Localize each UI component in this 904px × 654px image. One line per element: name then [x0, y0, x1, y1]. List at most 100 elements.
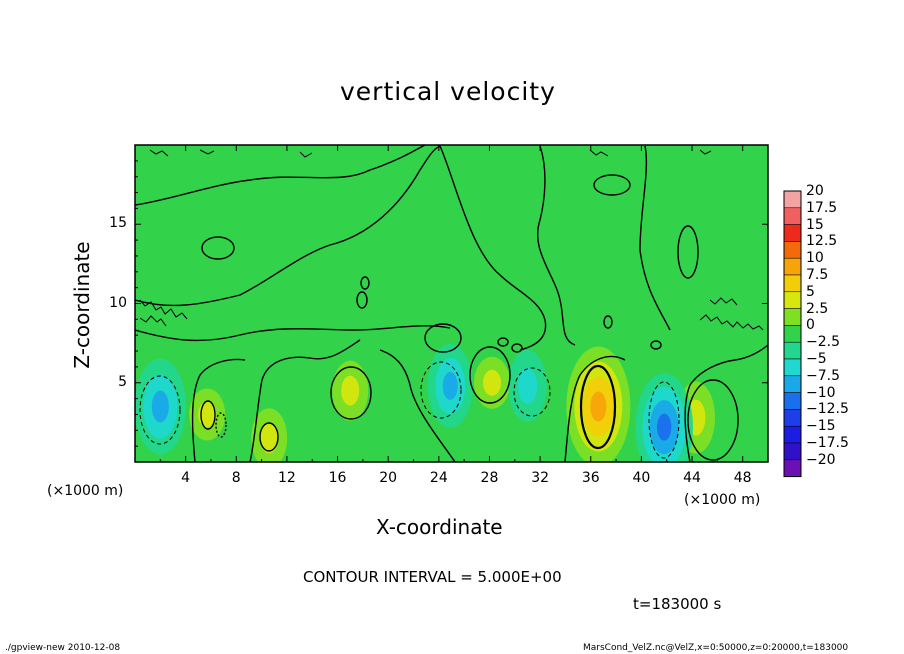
contour-line	[677, 225, 699, 279]
colorbar-swatch	[783, 257, 802, 276]
contour-interval: CONTOUR INTERVAL = 5.000E+00	[303, 568, 562, 586]
colorbar-label: 12.5	[806, 233, 838, 250]
colorbar-swatch	[783, 190, 802, 209]
y-tick-label: 15	[109, 215, 127, 232]
contour-line	[537, 145, 576, 346]
contour-line	[215, 412, 227, 438]
velocity-field	[135, 343, 716, 462]
updraft-level	[590, 391, 607, 422]
updraft-cell	[332, 360, 369, 421]
contour-line	[356, 291, 368, 309]
contour-line	[650, 340, 662, 350]
contour-line	[603, 315, 613, 329]
colorbar-label: −20	[806, 451, 836, 468]
x-tick-label: 36	[581, 470, 600, 486]
x-tick-label: 28	[480, 470, 499, 486]
contour-line	[139, 375, 181, 445]
contour-line	[579, 364, 617, 450]
contour-line	[135, 145, 441, 307]
colorbar-swatch	[783, 392, 802, 410]
x-tick-label: 12	[277, 470, 296, 486]
contour-line	[191, 358, 246, 462]
colorbar-label: −5	[806, 351, 827, 367]
x-axis-label: X-coordinate	[376, 515, 503, 539]
x-tick-label: 16	[328, 470, 347, 486]
footer-right: MarsCond_VelZ.nc@VelZ,x=0:50000,z=0:2000…	[583, 643, 849, 653]
contour-lines	[135, 145, 768, 462]
colorbar-swatch	[783, 241, 802, 259]
colorbar-label: −7.5	[806, 367, 840, 384]
contour-line	[687, 379, 739, 461]
updraft-cell	[251, 408, 288, 462]
contour-line	[593, 174, 631, 196]
y-axis-unit: (×1000 m)	[47, 483, 124, 499]
downdraft-cell	[427, 343, 473, 428]
updraft-cell	[474, 356, 511, 409]
colorbar-label: 2.5	[806, 300, 829, 317]
contour-line	[135, 145, 426, 206]
y-axis-ticks	[135, 160, 768, 447]
colorbar-swatch	[783, 308, 802, 326]
colorbar-label: 10	[806, 250, 824, 267]
colorbar-label: 0	[806, 317, 815, 334]
contour-line	[648, 381, 680, 459]
colorbar-swatch	[783, 459, 802, 477]
contour-line	[259, 422, 279, 452]
contour-line	[135, 325, 451, 342]
chart-title: vertical velocity	[340, 77, 556, 106]
updraft-cell	[566, 346, 631, 462]
colorbar-swatch	[783, 409, 802, 427]
contour-line	[424, 323, 462, 353]
colorbar-label: −17.5	[806, 435, 849, 451]
x-tick-label: 24	[429, 470, 448, 486]
updraft-level	[341, 375, 360, 406]
colorbar-swatch	[783, 325, 802, 343]
colorbar-label: 20	[806, 183, 824, 199]
contour-line	[469, 346, 511, 404]
downdraft-cell	[508, 349, 547, 422]
contour-line	[360, 276, 370, 290]
colorbar-label: 17.5	[806, 199, 838, 216]
colorbar-label: −2.5	[806, 334, 840, 351]
x-tick-label: 48	[733, 470, 752, 486]
downdraft-level	[442, 371, 458, 400]
contour-line	[330, 366, 372, 420]
updraft-level	[260, 423, 279, 454]
contour-line	[511, 343, 523, 353]
colorbar-swatch	[783, 274, 802, 293]
y-tick-label: 5	[118, 373, 127, 390]
contour-line	[684, 344, 768, 462]
contour-line	[497, 337, 509, 347]
x-tick-label: 40	[632, 470, 651, 486]
colorbar-swatch	[783, 425, 802, 444]
x-tick-label: 44	[683, 470, 701, 486]
colorbar-swatch	[783, 207, 802, 225]
colorbar-label: −12.5	[806, 401, 849, 418]
colorbar-swatch	[783, 224, 802, 242]
colorbar-label: 15	[806, 216, 824, 233]
colorbar-frame	[783, 190, 802, 478]
updraft-level	[483, 369, 502, 396]
colorbar-swatch	[783, 442, 802, 461]
contour-line	[379, 349, 456, 462]
y-tick-label: 10	[109, 294, 127, 311]
colorbar-label: 5	[806, 283, 815, 300]
x-axis-unit: (×1000 m)	[684, 492, 761, 508]
x-tick-label: 32	[531, 470, 550, 486]
downdraft-cell	[135, 358, 186, 455]
contour-line	[439, 145, 547, 351]
contour-line	[420, 361, 462, 419]
downdraft-cell	[635, 373, 693, 462]
time-stamp: t=183000 s	[633, 595, 722, 613]
downdraft-level	[656, 413, 672, 441]
y-axis-label: Z-coordinate	[70, 241, 94, 369]
colorbar	[783, 190, 802, 478]
x-axis-ticks	[159, 145, 744, 462]
contour-line	[139, 299, 188, 327]
colorbar-swatch	[783, 358, 802, 377]
downdraft-level	[517, 367, 538, 404]
x-tick-label: 20	[379, 470, 398, 486]
colorbar-label: −10	[806, 384, 836, 401]
contour-line	[564, 355, 626, 462]
